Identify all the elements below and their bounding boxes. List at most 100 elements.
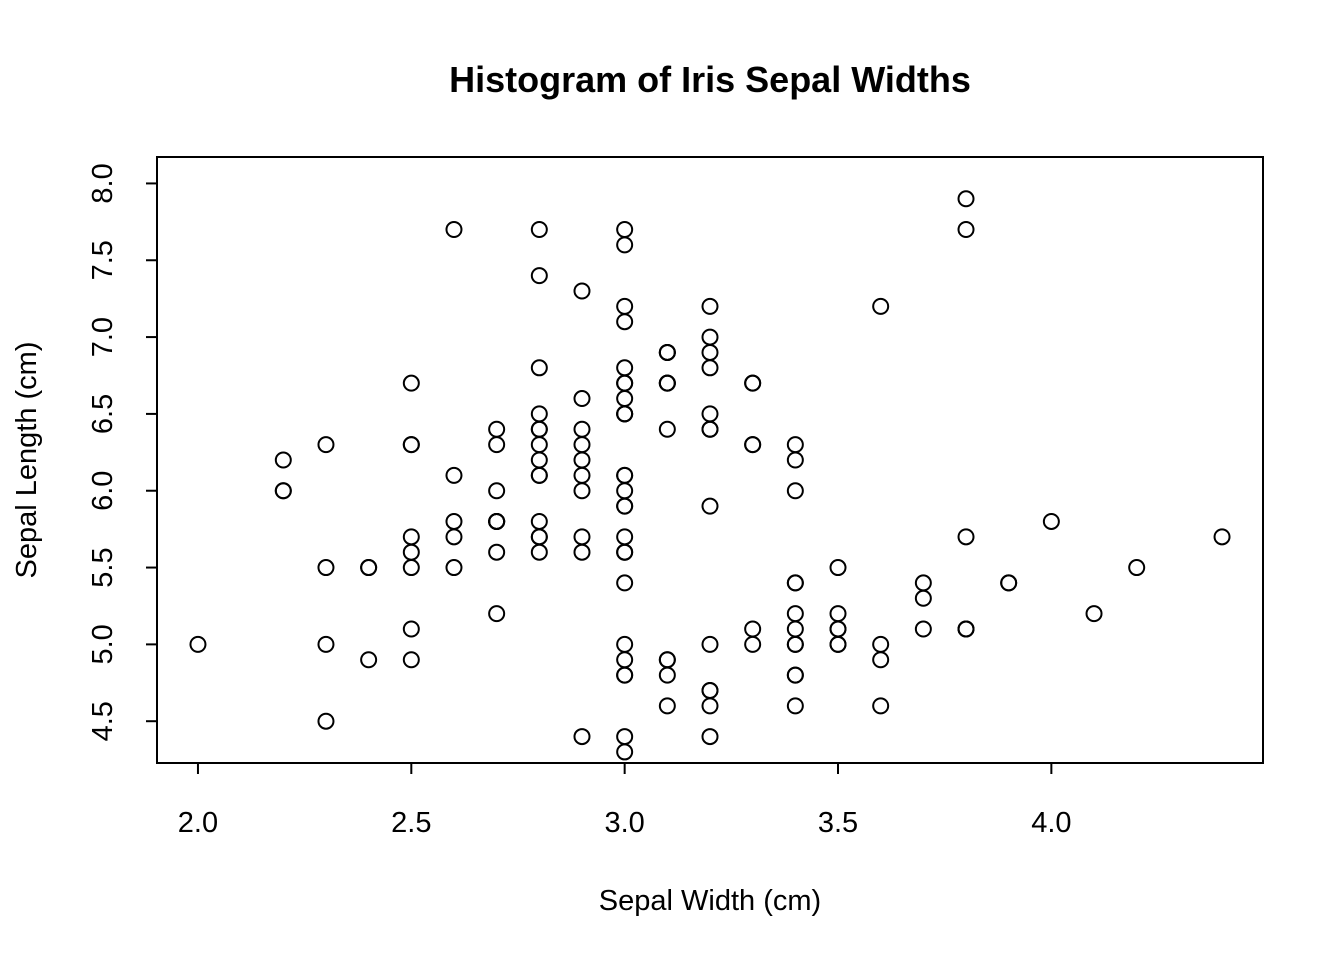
data-point xyxy=(573,420,591,438)
data-point xyxy=(616,221,634,239)
data-point xyxy=(701,728,719,746)
data-point xyxy=(616,405,634,423)
data-point xyxy=(701,681,719,699)
data-point xyxy=(360,651,378,669)
data-point xyxy=(402,559,420,577)
y-tick-label: 5.5 xyxy=(87,547,119,587)
data-point xyxy=(658,651,676,669)
data-point xyxy=(914,589,932,607)
data-point xyxy=(957,221,975,239)
data-point xyxy=(616,313,634,331)
data-point xyxy=(786,436,804,454)
data-point xyxy=(616,359,634,377)
data-point xyxy=(914,620,932,638)
x-axis: 2.0 2.5 3.0 3.5 4.0 xyxy=(178,762,1072,839)
data-point xyxy=(616,374,634,392)
data-point xyxy=(744,374,762,392)
data-point xyxy=(616,297,634,315)
data-point xyxy=(530,359,548,377)
data-point xyxy=(488,420,506,438)
data-point xyxy=(189,635,207,653)
data-point xyxy=(274,482,292,500)
data-point xyxy=(616,635,634,653)
data-point xyxy=(744,436,762,454)
chart-title: Histogram of Iris Sepal Widths xyxy=(449,59,971,100)
data-point xyxy=(402,528,420,546)
data-point xyxy=(573,728,591,746)
data-point xyxy=(274,451,292,469)
data-point xyxy=(530,543,548,561)
data-point xyxy=(1000,574,1018,592)
data-point xyxy=(786,620,804,638)
data-point xyxy=(701,697,719,715)
data-point xyxy=(402,374,420,392)
data-point xyxy=(530,405,548,423)
data-point xyxy=(616,236,634,254)
data-point xyxy=(786,451,804,469)
data-point xyxy=(445,559,463,577)
data-point xyxy=(488,482,506,500)
data-point xyxy=(701,420,719,438)
y-tick-label: 7.5 xyxy=(87,240,119,280)
data-point xyxy=(360,559,378,577)
data-point xyxy=(402,620,420,638)
data-point xyxy=(445,221,463,239)
y-axis-label: Sepal Length (cm) xyxy=(11,342,43,579)
data-point xyxy=(488,436,506,454)
data-point xyxy=(872,697,890,715)
x-axis-label: Sepal Width (cm) xyxy=(599,885,821,917)
data-point xyxy=(488,543,506,561)
data-point xyxy=(573,466,591,484)
data-point xyxy=(872,651,890,669)
data-point xyxy=(616,743,634,761)
data-point xyxy=(616,666,634,684)
data-point xyxy=(445,528,463,546)
data-point xyxy=(786,666,804,684)
data-point xyxy=(744,620,762,638)
data-point xyxy=(530,451,548,469)
x-tick-label: 3.0 xyxy=(604,807,644,839)
data-point xyxy=(317,635,335,653)
data-point xyxy=(701,297,719,315)
data-point xyxy=(530,512,548,530)
data-point xyxy=(658,420,676,438)
data-point xyxy=(701,359,719,377)
data-point xyxy=(530,221,548,239)
data-point xyxy=(317,559,335,577)
data-point xyxy=(616,497,634,515)
data-point xyxy=(1085,605,1103,623)
data-point xyxy=(445,512,463,530)
x-tick-label: 2.0 xyxy=(178,807,218,839)
data-point xyxy=(616,528,634,546)
data-point xyxy=(658,343,676,361)
data-point xyxy=(829,620,847,638)
data-point xyxy=(317,712,335,730)
data-point xyxy=(616,543,634,561)
data-point xyxy=(573,451,591,469)
data-point xyxy=(1128,559,1146,577)
y-tick-label: 6.0 xyxy=(87,471,119,511)
y-tick-label: 5.0 xyxy=(87,624,119,664)
data-point xyxy=(872,635,890,653)
data-point xyxy=(530,466,548,484)
data-point xyxy=(573,482,591,500)
data-point xyxy=(829,605,847,623)
data-point xyxy=(872,297,890,315)
data-point xyxy=(616,728,634,746)
data-point xyxy=(658,697,676,715)
data-point xyxy=(701,635,719,653)
data-point xyxy=(402,651,420,669)
data-point xyxy=(530,436,548,454)
data-point xyxy=(573,390,591,408)
data-point xyxy=(957,190,975,208)
y-tick-label: 8.0 xyxy=(87,163,119,203)
data-point xyxy=(786,482,804,500)
data-points xyxy=(189,190,1231,761)
x-tick-label: 2.5 xyxy=(391,807,431,839)
data-point xyxy=(402,436,420,454)
data-point xyxy=(658,374,676,392)
data-point xyxy=(616,651,634,669)
data-point xyxy=(957,620,975,638)
data-point xyxy=(914,574,932,592)
